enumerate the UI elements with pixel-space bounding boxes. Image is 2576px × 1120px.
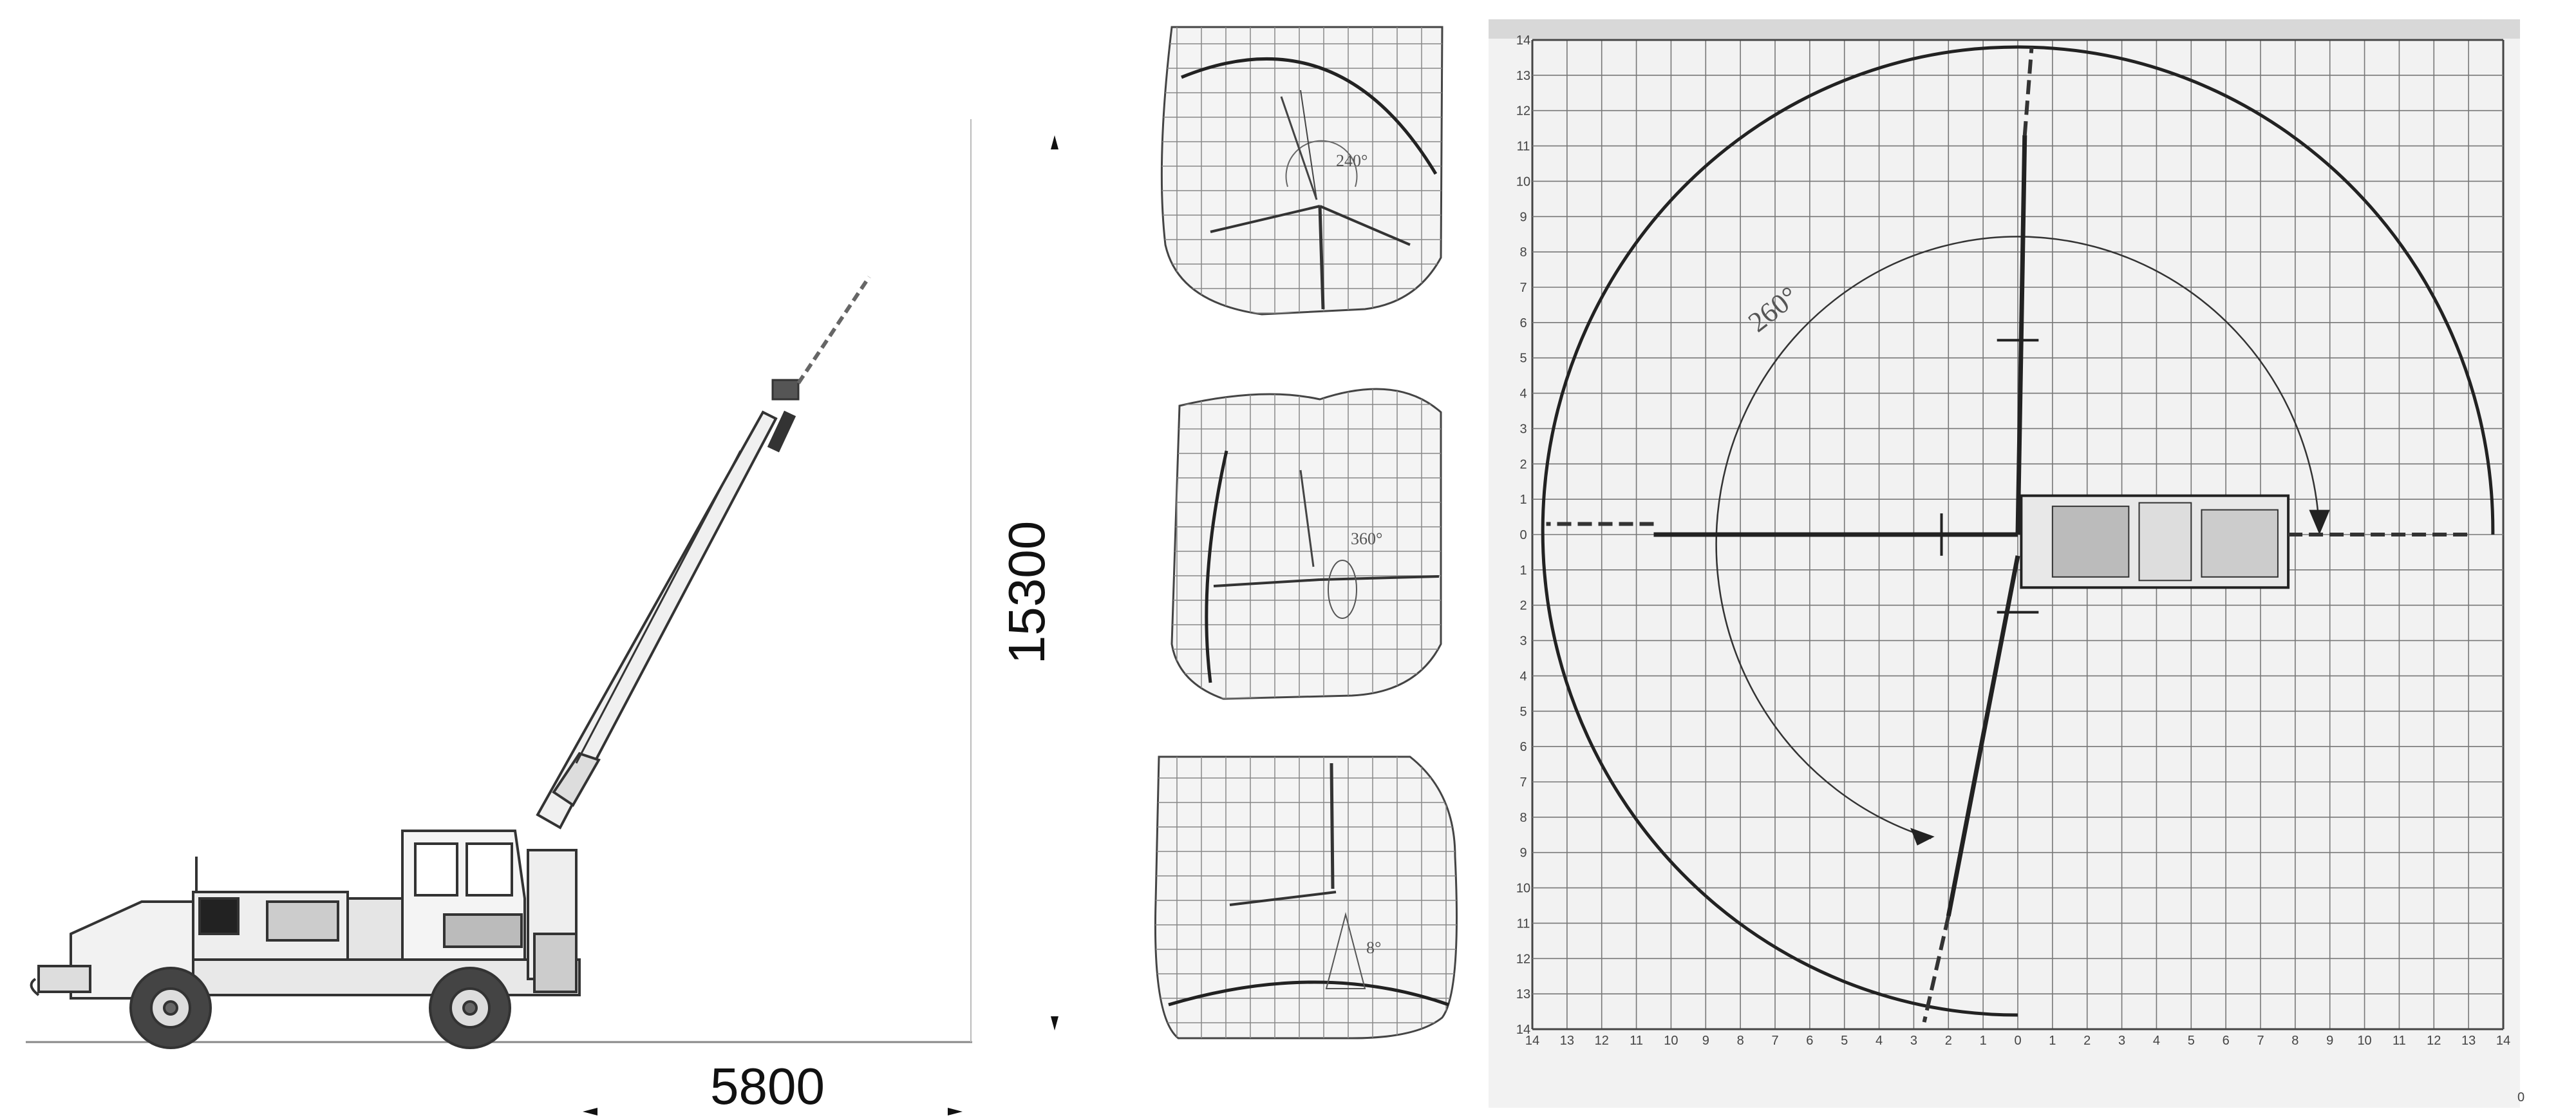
y-tick-label: 1 — [1519, 564, 1527, 578]
x-tick-label: 11 — [1630, 1034, 1643, 1048]
x-tick-label: 11 — [2393, 1034, 2406, 1048]
inset-bottom-angle: 8° — [1366, 938, 1381, 957]
y-tick-label: 9 — [1519, 210, 1527, 224]
y-tick-label: 2 — [1519, 599, 1527, 613]
x-tick-label: 9 — [2326, 1034, 2333, 1048]
x-tick-label: 12 — [1595, 1034, 1609, 1048]
y-tick-label: 8 — [1519, 245, 1527, 260]
inset-middle-angle: 360° — [1351, 529, 1382, 548]
x-tick-label: 0 — [2014, 1034, 2021, 1048]
inset-top: 240° — [1160, 26, 1443, 316]
x-tick-label: 13 — [2461, 1034, 2476, 1048]
y-tick-label: 4 — [1519, 387, 1527, 401]
y-tick-label: 7 — [1519, 775, 1527, 790]
arc-arrow-head — [1910, 828, 1935, 846]
vehicle — [30, 830, 581, 1049]
inset-bottom: 8° — [1154, 755, 1458, 1039]
nozzle-down — [1922, 915, 1951, 1023]
y-tick-label: 5 — [1519, 705, 1527, 719]
y-tick-label: 8 — [1519, 811, 1527, 825]
front-wheel — [429, 967, 511, 1049]
y-tick-label: 10 — [1516, 175, 1530, 189]
y-tick-label: 0 — [1519, 528, 1527, 542]
plan-background — [1489, 19, 2520, 1108]
nozzle-up — [2022, 46, 2034, 136]
x-tick-label: 5 — [1841, 1034, 1848, 1048]
y-tick-label: 12 — [1516, 952, 1530, 966]
inset-top-angle: 240° — [1336, 151, 1368, 170]
y-tick-label: 11 — [1517, 140, 1530, 154]
y-tick-label: 5 — [1519, 352, 1527, 366]
y-tick-label: 9 — [1519, 846, 1527, 860]
x-tick-label: 14 — [1525, 1034, 1539, 1048]
plan-top-band — [1489, 19, 2520, 39]
inset-bottom-grid — [1155, 757, 1457, 1038]
inset-views: 240° 360° 8° — [1154, 26, 1458, 1039]
nozzle — [796, 276, 871, 384]
y-tick-label: 3 — [1519, 634, 1527, 649]
x-tick-label: 7 — [1771, 1034, 1778, 1048]
y-tick-label: 6 — [1519, 740, 1527, 754]
inset-middle-grid — [1172, 389, 1441, 699]
x-tick-label: 1 — [2049, 1034, 2056, 1048]
y-tick-label: 11 — [1517, 916, 1530, 931]
y-tick-label: 1 — [1519, 493, 1527, 507]
y-tick-label: 7 — [1519, 281, 1527, 295]
y-tick-label: 14 — [1516, 33, 1530, 48]
outer-reach-arc — [1541, 45, 2495, 1017]
x-tick-label: 6 — [2223, 1034, 2230, 1048]
x-tick-label: 6 — [1806, 1034, 1813, 1048]
rear-wheel — [129, 967, 212, 1049]
x-tick-label: 9 — [1702, 1034, 1709, 1048]
x-tick-label: 5 — [2188, 1034, 2195, 1048]
y-tick-label: 6 — [1519, 316, 1527, 330]
boom-down — [1946, 555, 2020, 917]
x-tick-label: 2 — [1945, 1034, 1952, 1048]
y-tick-label: 13 — [1516, 69, 1530, 83]
y-tick-label: 14 — [1516, 1023, 1530, 1037]
height-dimension: 15300 — [998, 135, 1058, 1030]
boom-up — [2015, 135, 2027, 535]
x-tick-label: 10 — [1664, 1034, 1678, 1048]
x-tick-label: 10 — [2357, 1034, 2371, 1048]
plan-x-axis-ticks: 14 13 12 11 10 9 8 7 6 5 4 3 2 1 0 1 2 3 4 5 6 7 8 9 10 11 12 13 14 — [1525, 1034, 2510, 1048]
plan-view: 14 13 12 11 10 9 8 7 6 5 4 3 2 1 0 1 2 3 4 5 6 7 8 9 10 11 12 13 14 … — [1489, 19, 2524, 1108]
x-tick-label: 1 — [1980, 1034, 1987, 1048]
width-dimension: 5800 — [583, 1058, 963, 1115]
rotation-arc — [1715, 236, 2320, 839]
y-tick-label: 3 — [1519, 422, 1527, 436]
x-tick-label: 8 — [2291, 1034, 2299, 1048]
height-label: 15300 — [998, 521, 1055, 664]
boom-arm — [536, 276, 871, 830]
x-tick-label: 8 — [1737, 1034, 1744, 1048]
x-tick-label: 4 — [2153, 1034, 2160, 1048]
inset-middle: 360° — [1170, 388, 1442, 700]
y-tick-label: 10 — [1516, 882, 1530, 896]
side-view: 15300 5800 — [26, 119, 1058, 1115]
x-tick-label: 7 — [2257, 1034, 2264, 1048]
x-tick-label: 3 — [2118, 1034, 2125, 1048]
y-tick-label: 2 — [1519, 457, 1527, 471]
y-tick-label: 12 — [1516, 104, 1530, 119]
x-tick-label: 4 — [1876, 1034, 1883, 1048]
y-tick-label: 4 — [1519, 669, 1527, 683]
x-tick-label: 14 — [2496, 1034, 2510, 1048]
arc-arrow-head — [2309, 509, 2330, 535]
plan-boom-layout — [1541, 45, 2495, 1023]
x-tick-label: 2 — [2083, 1034, 2091, 1048]
x-tick-label: 3 — [1910, 1034, 1917, 1048]
width-label: 5800 — [710, 1058, 825, 1115]
y-tick-label: 13 — [1516, 987, 1530, 1001]
x-tick-label: 12 — [2427, 1034, 2441, 1048]
x-tick-label: 13 — [1560, 1034, 1574, 1048]
plan-corner-label: 0 — [2517, 1090, 2524, 1105]
